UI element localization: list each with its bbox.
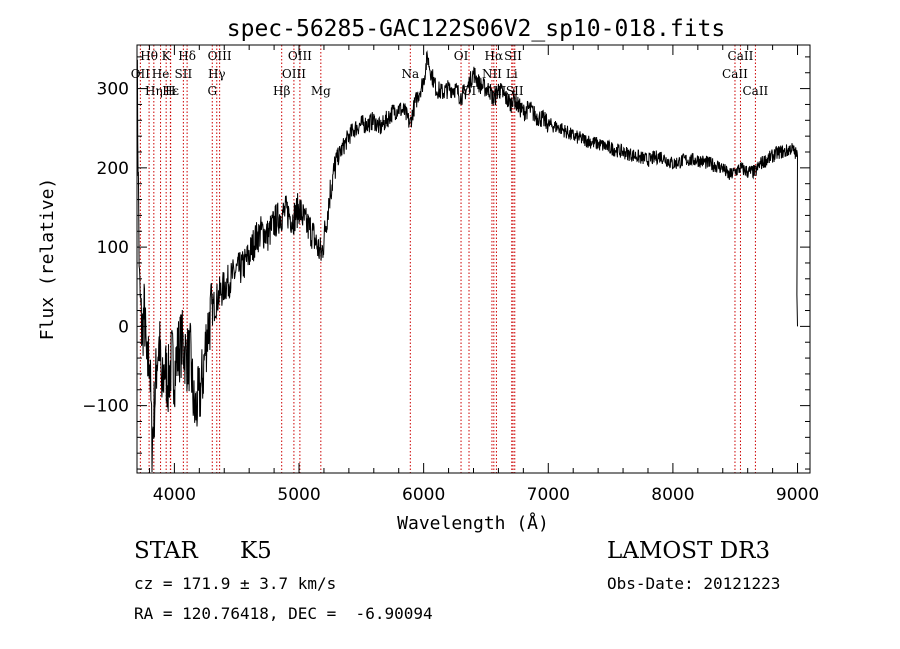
line-label: NII (482, 67, 502, 81)
spectrum-series-line (136, 50, 799, 473)
line-label: CaII (722, 67, 748, 81)
line-label: Hα (485, 49, 504, 63)
line-label: SII (506, 84, 524, 98)
line-label: OIII (288, 49, 312, 63)
x-tick-label: 5000 (277, 485, 320, 505)
line-label: Na (401, 67, 419, 81)
y-tick-label: 0 (118, 317, 129, 337)
x-tick-label: 6000 (402, 485, 445, 505)
line-label: Mg (311, 84, 331, 98)
line-label: SII (175, 67, 193, 81)
x-tick-label: 9000 (776, 485, 819, 505)
line-label: Hδ (178, 49, 196, 63)
object-subclass: K5 (240, 538, 272, 564)
survey-label: LAMOST DR3 (607, 538, 771, 564)
line-label: H (165, 84, 175, 98)
y-tick-label: 100 (97, 238, 129, 258)
line-label: Hη (145, 84, 163, 98)
redshift-cz: cz = 171.9 ± 3.7 km/s (134, 574, 337, 593)
x-axis: 4000 5000 6000 7000 8000 9000 (148, 45, 819, 505)
line-label: Hθ (140, 49, 158, 63)
ra-dec-coordinates: RA = 120.76418, DEC = -6.90094 (134, 604, 433, 623)
line-label: SII (504, 49, 522, 63)
line-label: G (207, 84, 217, 98)
x-tick-label: 8000 (651, 485, 694, 505)
y-tick-label: 200 (97, 159, 129, 179)
y-axis-title: Flux (relative) (37, 178, 58, 341)
line-label: Li (506, 67, 518, 81)
object-class: STAR (134, 538, 198, 564)
y-tick-label: −100 (82, 397, 129, 417)
line-label: CaII (742, 84, 768, 98)
x-axis-title: Wavelength (Å) (397, 512, 549, 534)
observation-date: Obs-Date: 20121223 (607, 574, 781, 593)
line-label: Hε (162, 84, 179, 98)
y-tick-label: 300 (97, 80, 129, 100)
x-tick-label: 7000 (527, 485, 570, 505)
x-tick-label: 4000 (153, 485, 196, 505)
spectral-line-markers (139, 45, 756, 473)
line-label: OII (131, 67, 151, 81)
line-label: Hγ (208, 67, 226, 81)
line-label: OI (454, 49, 469, 63)
line-label: K (162, 49, 172, 63)
line-label: CaII (728, 49, 754, 63)
line-label: OIII (208, 49, 232, 63)
line-label: Hβ (273, 84, 290, 98)
line-label: He (152, 67, 170, 81)
line-label: OIII (282, 67, 306, 81)
y-axis: −100 0 100 200 300 (82, 56, 810, 470)
chart-title: spec-56285-GAC122S06V2_sp10-018.fits (227, 16, 726, 42)
